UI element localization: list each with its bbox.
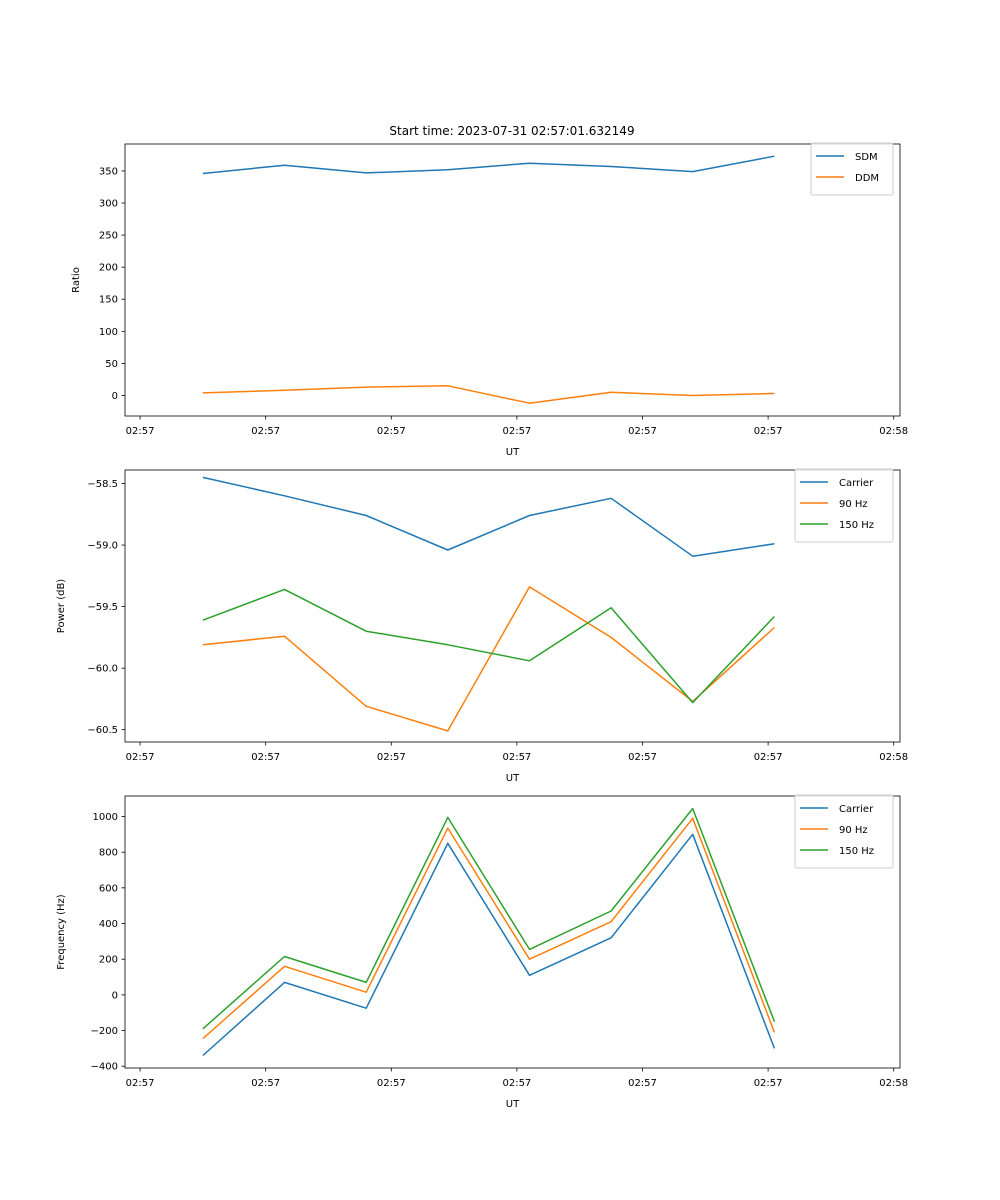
- y-tick-label: −60.0: [87, 664, 118, 675]
- y-tick-label: −59.5: [87, 602, 118, 613]
- series-line-90-hz: [202, 586, 775, 732]
- legend-label: SDM: [855, 152, 878, 163]
- x-tick-label: 02:57: [251, 1078, 280, 1089]
- legend-box: [810, 142, 894, 196]
- y-tick-label: 800: [99, 848, 118, 859]
- legend: SDM DDM: [810, 142, 894, 196]
- y-tick-label: 150: [99, 295, 118, 306]
- y-tick-label: 350: [99, 166, 118, 177]
- x-axis-label: UT: [506, 773, 520, 784]
- y-tick-label: 250: [99, 231, 118, 242]
- figure-title: Start time: 2023-07-31 02:57:01.632149: [389, 124, 634, 138]
- frequency-panel: 02:57 02:57 02:57 02:57 02:57 02:57 02:58 −400 −…: [56, 794, 908, 1110]
- y-tick-label: −58.5: [87, 479, 118, 490]
- y-tick-label: 600: [99, 883, 118, 894]
- x-tick-label: 02:57: [377, 426, 406, 437]
- ratio-panel: 02:57 02:57 02:57 02:57 02:57 02:57 02:58 0 50 10…: [71, 142, 908, 458]
- x-tick-label: 02:57: [502, 1078, 531, 1089]
- series-line-ddm: [202, 385, 775, 404]
- series-line-carrier: [202, 833, 776, 1057]
- axes-frame: [124, 469, 901, 743]
- x-tick-label: 02:57: [628, 1078, 657, 1089]
- legend-label: 150 Hz: [839, 846, 874, 857]
- series-line-sdm: [202, 155, 775, 175]
- series-line-carrier: [202, 476, 775, 557]
- y-tick-label: −200: [91, 1026, 118, 1037]
- x-tick-label: 02:57: [251, 752, 280, 763]
- legend-label: DDM: [855, 173, 879, 184]
- x-tick-label: 02:57: [754, 1078, 783, 1089]
- y-tick-label: 1000: [93, 812, 118, 823]
- x-tick-label: 02:58: [879, 426, 908, 437]
- x-tick-label: 02:57: [126, 752, 155, 763]
- legend: Carrier 90 Hz 150 Hz: [794, 794, 894, 869]
- legend-label: 90 Hz: [839, 825, 868, 836]
- series-line-150-hz: [202, 588, 775, 704]
- y-tick-label: 100: [99, 327, 118, 338]
- y-tick-label: 200: [99, 955, 118, 966]
- legend: Carrier 90 Hz 150 Hz: [794, 468, 894, 543]
- axes-frame: [124, 795, 901, 1069]
- y-tick-label: −59.0: [87, 541, 118, 552]
- x-tick-label: 02:57: [754, 426, 783, 437]
- y-tick-label: 200: [99, 263, 118, 274]
- series-line-90-hz: [202, 817, 776, 1040]
- y-axis-label: Ratio: [71, 267, 82, 293]
- x-tick-label: 02:57: [502, 426, 531, 437]
- power-panel: 02:57 02:57 02:57 02:57 02:57 02:57 02:58 −60.5…: [56, 468, 908, 784]
- y-axis-label: Power (dB): [56, 579, 67, 634]
- x-axis-label: UT: [506, 1099, 520, 1110]
- y-tick-label: 0: [112, 990, 118, 1001]
- x-tick-label: 02:57: [628, 752, 657, 763]
- x-tick-label: 02:57: [126, 1078, 155, 1089]
- y-tick-label: −400: [91, 1062, 118, 1073]
- panels: 02:57 02:57 02:57 02:57 02:57 02:57 02:58 0 50 10…: [56, 142, 908, 1110]
- series-line-150-hz: [202, 807, 776, 1030]
- x-tick-label: 02:57: [377, 752, 406, 763]
- x-tick-label: 02:57: [251, 426, 280, 437]
- y-axis-label: Frequency (Hz): [56, 894, 67, 970]
- x-tick-label: 02:57: [502, 752, 531, 763]
- legend-label: 150 Hz: [839, 520, 874, 531]
- y-tick-label: 300: [99, 199, 118, 210]
- x-tick-label: 02:57: [126, 426, 155, 437]
- x-tick-label: 02:58: [879, 752, 908, 763]
- y-tick-label: −60.5: [87, 725, 118, 736]
- legend-label: Carrier: [839, 478, 874, 489]
- x-tick-label: 02:57: [628, 426, 657, 437]
- x-tick-label: 02:58: [879, 1078, 908, 1089]
- x-tick-label: 02:57: [377, 1078, 406, 1089]
- x-axis-label: UT: [506, 447, 520, 458]
- y-tick-label: 0: [112, 391, 118, 402]
- y-tick-label: 400: [99, 919, 118, 930]
- legend-label: Carrier: [839, 804, 874, 815]
- x-tick-label: 02:57: [754, 752, 783, 763]
- axes-frame: [124, 143, 901, 417]
- y-tick-label: 50: [105, 359, 118, 370]
- legend-label: 90 Hz: [839, 499, 868, 510]
